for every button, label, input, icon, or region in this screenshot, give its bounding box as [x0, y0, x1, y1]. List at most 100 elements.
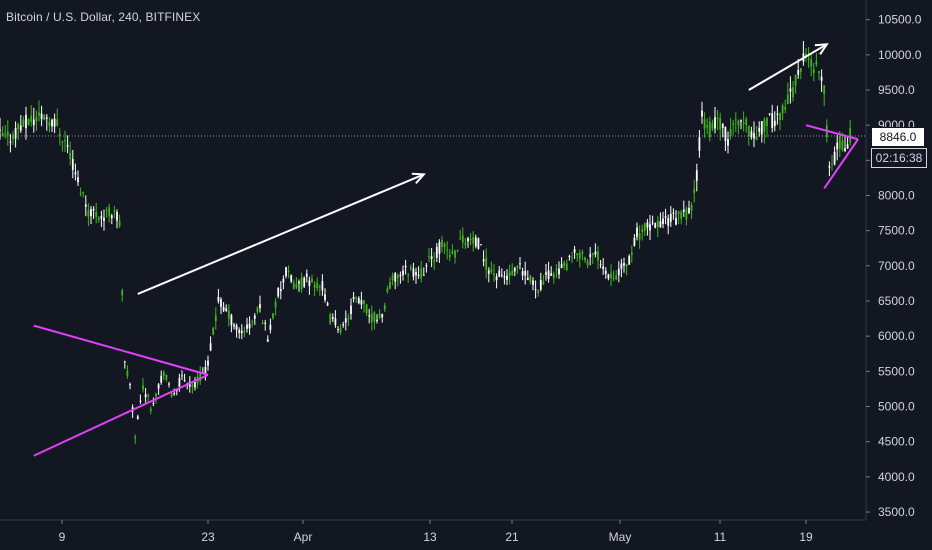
candle-body: [134, 436, 137, 439]
candle-body: [43, 114, 46, 120]
candle-body: [836, 142, 839, 150]
candle-body: [82, 192, 85, 194]
candle-body: [126, 370, 129, 377]
candle-body: [290, 275, 293, 282]
candle-body: [716, 117, 719, 120]
candle-body: [612, 277, 615, 279]
bar-countdown-label: 02:16:38: [871, 148, 927, 168]
candle-body: [381, 314, 384, 318]
candle-body: [487, 270, 490, 274]
candle-body: [66, 145, 69, 147]
candle-body: [370, 313, 373, 323]
candle-body: [178, 378, 181, 387]
x-tick-label: Apr: [294, 530, 313, 544]
candle-body: [446, 249, 449, 251]
candle-body: [654, 223, 657, 228]
candle-body: [537, 290, 540, 294]
candle-body: [25, 114, 27, 129]
candle-body: [656, 220, 659, 228]
candle-body: [235, 325, 238, 330]
candle-body: [607, 274, 610, 279]
arrow-2: [748, 43, 828, 91]
candle-body: [181, 375, 183, 377]
candle-body: [118, 220, 121, 227]
candle-body: [253, 315, 256, 319]
candle-body: [287, 270, 290, 272]
y-tick-label: 6000.0: [878, 329, 915, 343]
candle-body: [641, 229, 644, 232]
candle-body: [615, 275, 618, 280]
candle-body: [144, 394, 147, 398]
y-tick-label: 7000.0: [878, 259, 915, 273]
candle-body: [191, 384, 194, 388]
candle-body: [321, 281, 324, 291]
candle-body: [597, 251, 599, 261]
x-tick-label: May: [609, 530, 632, 544]
candle-body: [110, 215, 113, 219]
candle-body: [474, 237, 477, 247]
candle-body: [274, 301, 277, 308]
candle-body: [326, 303, 329, 306]
candle-body: [391, 275, 394, 281]
candle-body: [264, 322, 267, 324]
y-tick-label: 5500.0: [878, 364, 915, 378]
candle-body: [810, 59, 813, 67]
candle-body: [0, 129, 1, 131]
candle-body: [183, 380, 186, 382]
candle-body: [485, 257, 488, 270]
candle-body: [415, 272, 417, 276]
candle-body: [721, 123, 724, 128]
candle-body: [633, 237, 636, 246]
candle-body: [368, 315, 371, 317]
candle-body: [38, 112, 40, 116]
candle-body: [636, 227, 638, 237]
candle-body: [812, 69, 815, 74]
candle-body: [350, 305, 352, 314]
candle-body: [32, 119, 35, 126]
candle-body: [238, 330, 241, 333]
candle-body: [352, 297, 355, 299]
candle-body: [79, 193, 82, 195]
candle-body: [74, 172, 77, 175]
candle-body: [677, 211, 680, 214]
candle-body: [667, 218, 670, 226]
candle-body: [698, 137, 701, 151]
candle-body: [313, 284, 316, 288]
candle-body: [422, 274, 425, 276]
candle-body: [378, 313, 381, 318]
candle-body: [456, 250, 459, 252]
candle-body: [355, 297, 358, 299]
candle-body: [227, 310, 230, 319]
candle-body: [1, 133, 4, 136]
candle-body: [430, 256, 433, 259]
candle-body: [168, 383, 170, 385]
candle-body: [97, 217, 100, 220]
candle-body: [409, 266, 412, 270]
candle-body: [792, 87, 794, 98]
candle-body: [742, 122, 745, 125]
candle-body: [113, 210, 116, 213]
candle-body: [84, 204, 87, 207]
candle-body: [266, 339, 269, 342]
candle-body: [220, 299, 222, 307]
candle-body: [240, 330, 243, 334]
triangle-2-lower-trendline: [823, 138, 859, 190]
candle-body: [217, 296, 220, 302]
candle-body: [547, 270, 550, 279]
candle-body: [729, 129, 732, 136]
candle-body: [521, 271, 524, 276]
candle-body: [454, 250, 456, 258]
candle-body: [747, 125, 750, 137]
candle-body: [477, 238, 480, 249]
candle-body: [558, 268, 560, 275]
triangle-2-upper-trendline: [805, 124, 859, 141]
candle-body: [40, 113, 43, 120]
candle-body: [425, 265, 428, 267]
candle-body: [630, 252, 633, 256]
candle-body: [438, 242, 441, 254]
candle-body: [61, 141, 64, 143]
candle-body: [170, 393, 173, 397]
candle-body: [469, 238, 472, 241]
